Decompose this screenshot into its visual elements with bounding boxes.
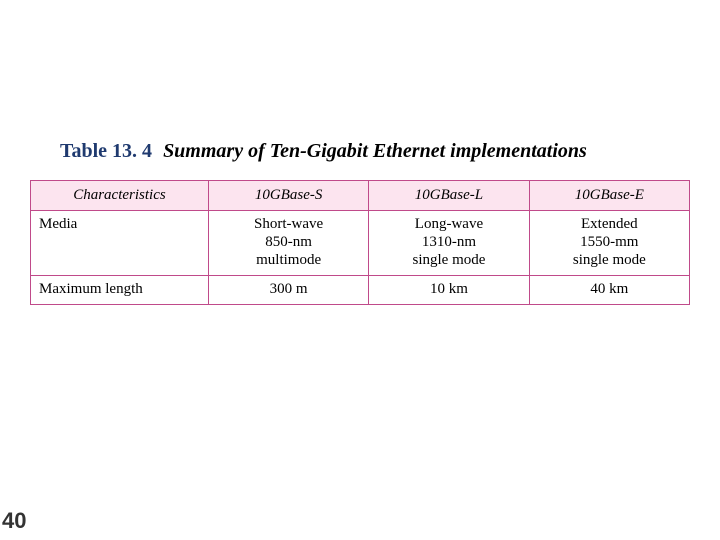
ethernet-table: Characteristics 10GBase-S 10GBase-L 10GB… bbox=[30, 180, 690, 305]
col-header-characteristics: Characteristics bbox=[31, 181, 209, 211]
table-label: Table 13. 4 bbox=[60, 140, 152, 162]
table-caption: Table 13. 4 Summary of Ten-Gigabit Ether… bbox=[60, 140, 690, 163]
col-header-10gbase-s: 10GBase-S bbox=[208, 181, 368, 211]
table-row: Media Short-wave850-nmmultimode Long-wav… bbox=[31, 211, 690, 276]
cell-maxlen-e: 40 km bbox=[529, 276, 689, 305]
cell-maxlen-l: 10 km bbox=[369, 276, 529, 305]
table-title: Summary of Ten-Gigabit Ethernet implemen… bbox=[163, 140, 587, 162]
ethernet-table-container: Characteristics 10GBase-S 10GBase-L 10GB… bbox=[30, 180, 690, 305]
page: Table 13. 4 Summary of Ten-Gigabit Ether… bbox=[0, 0, 720, 540]
page-number: 40 bbox=[2, 508, 26, 534]
col-header-10gbase-l: 10GBase-L bbox=[369, 181, 529, 211]
cell-media-e: Extended1550-mmsingle mode bbox=[529, 211, 689, 276]
cell-maxlen-s: 300 m bbox=[208, 276, 368, 305]
table-row: Maximum length 300 m 10 km 40 km bbox=[31, 276, 690, 305]
col-header-10gbase-e: 10GBase-E bbox=[529, 181, 689, 211]
row-head-media: Media bbox=[31, 211, 209, 276]
cell-media-s: Short-wave850-nmmultimode bbox=[208, 211, 368, 276]
cell-media-l: Long-wave1310-nmsingle mode bbox=[369, 211, 529, 276]
table-header-row: Characteristics 10GBase-S 10GBase-L 10GB… bbox=[31, 181, 690, 211]
row-head-maxlen: Maximum length bbox=[31, 276, 209, 305]
